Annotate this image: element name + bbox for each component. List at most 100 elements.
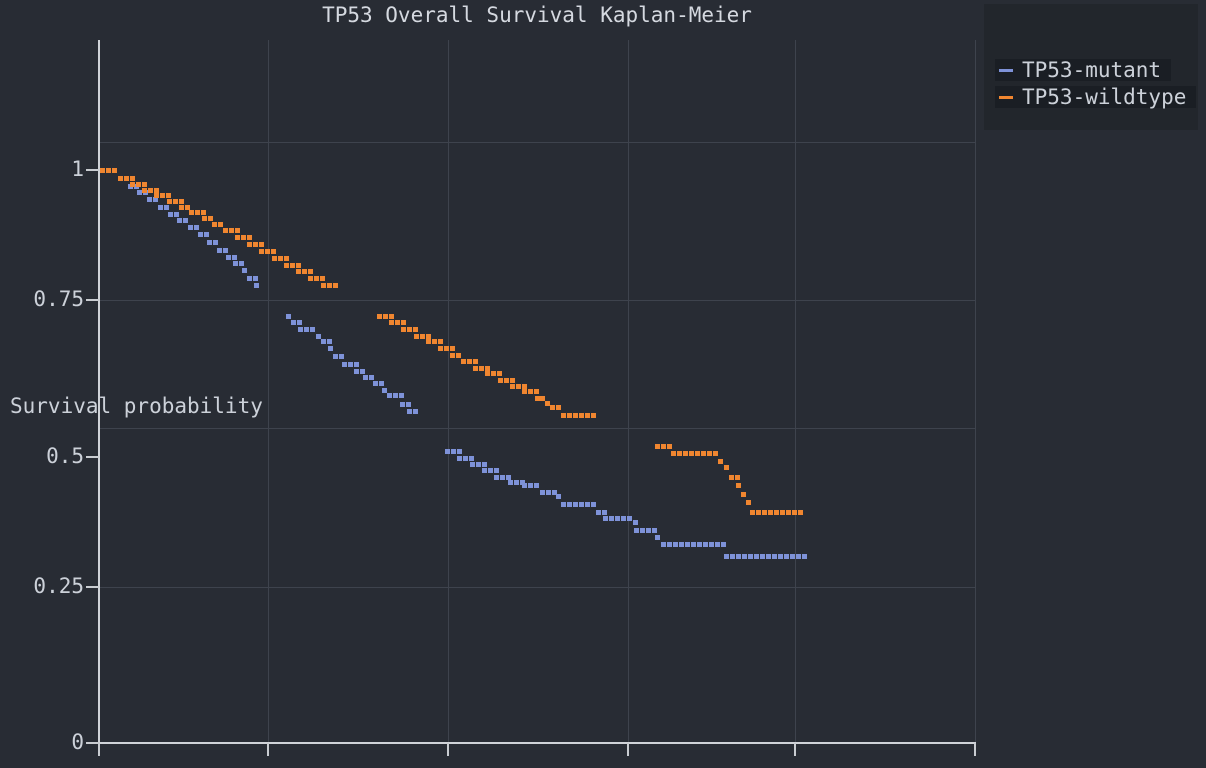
km-dot-tp53-wildtype bbox=[241, 235, 246, 240]
km-dot-tp53-wildtype bbox=[695, 451, 700, 456]
km-dot-tp53-mutant bbox=[470, 462, 475, 467]
km-dot-tp53-mutant bbox=[354, 369, 359, 374]
km-dot-tp53-mutant bbox=[736, 554, 741, 559]
km-dot-tp53-mutant bbox=[316, 334, 321, 339]
km-dot-tp53-mutant bbox=[796, 554, 801, 559]
km-dot-tp53-wildtype bbox=[377, 314, 382, 319]
km-dot-tp53-wildtype bbox=[426, 339, 431, 344]
km-dot-tp53-mutant bbox=[494, 475, 499, 480]
km-dot-tp53-wildtype bbox=[729, 475, 734, 480]
km-dot-tp53-wildtype bbox=[407, 327, 412, 332]
km-dot-tp53-mutant bbox=[546, 490, 551, 495]
km-dot-tp53-mutant bbox=[457, 449, 462, 454]
km-dot-tp53-wildtype bbox=[130, 182, 135, 187]
km-dot-tp53-mutant bbox=[500, 475, 505, 480]
km-dot-tp53-mutant bbox=[360, 369, 365, 374]
km-dot-tp53-mutant bbox=[760, 554, 765, 559]
km-dot-tp53-wildtype bbox=[432, 339, 437, 344]
km-dot-tp53-wildtype bbox=[401, 327, 406, 332]
km-dot-tp53-wildtype bbox=[136, 182, 141, 187]
km-dot-tp53-mutant bbox=[552, 490, 557, 495]
km-dot-tp53-mutant bbox=[183, 218, 188, 223]
km-dot-tp53-wildtype bbox=[401, 320, 406, 325]
km-dot-tp53-mutant bbox=[333, 354, 338, 359]
km-dot-tp53-wildtype bbox=[671, 451, 676, 456]
legend-entry-tp53-mutant[interactable]: TP53-mutant bbox=[995, 59, 1172, 81]
km-dot-tp53-mutant bbox=[591, 502, 596, 507]
legend-panel: TP53-mutant TP53-wildtype bbox=[984, 4, 1198, 130]
km-dot-tp53-mutant bbox=[667, 542, 672, 547]
km-dot-tp53-mutant bbox=[204, 232, 209, 237]
km-dot-tp53-wildtype bbox=[780, 510, 785, 515]
km-dot-tp53-mutant bbox=[382, 388, 387, 393]
km-dot-tp53-mutant bbox=[291, 320, 296, 325]
km-dot-tp53-wildtype bbox=[247, 235, 252, 240]
km-dot-tp53-mutant bbox=[646, 528, 651, 533]
km-dot-tp53-mutant bbox=[790, 554, 795, 559]
gridline-horizontal bbox=[99, 428, 975, 429]
km-dot-tp53-wildtype bbox=[202, 216, 207, 221]
km-dot-tp53-mutant bbox=[369, 375, 374, 380]
km-dot-tp53-wildtype bbox=[567, 413, 572, 418]
legend-label-tp53-wildtype: TP53-wildtype bbox=[1022, 85, 1187, 109]
km-dot-tp53-mutant bbox=[137, 190, 142, 195]
km-dot-tp53-mutant bbox=[298, 327, 303, 332]
km-dot-tp53-wildtype bbox=[118, 176, 123, 181]
km-dot-tp53-wildtype bbox=[473, 366, 478, 371]
km-dot-tp53-wildtype bbox=[479, 366, 484, 371]
km-dot-tp53-mutant bbox=[724, 554, 729, 559]
km-dot-tp53-mutant bbox=[697, 542, 702, 547]
km-dot-tp53-mutant bbox=[573, 502, 578, 507]
km-dot-tp53-wildtype bbox=[510, 378, 515, 383]
km-dot-tp53-mutant bbox=[147, 197, 152, 202]
x-axis-line bbox=[99, 742, 976, 744]
km-dot-tp53-wildtype bbox=[195, 210, 200, 215]
km-dot-tp53-mutant bbox=[177, 218, 182, 223]
km-dot-tp53-mutant bbox=[233, 261, 238, 266]
km-dot-tp53-mutant bbox=[363, 375, 368, 380]
km-dot-tp53-wildtype bbox=[383, 314, 388, 319]
km-dot-tp53-mutant bbox=[778, 554, 783, 559]
km-dot-tp53-wildtype bbox=[284, 256, 289, 261]
km-dot-tp53-mutant bbox=[223, 248, 228, 253]
km-dot-tp53-mutant bbox=[661, 542, 666, 547]
km-dot-tp53-mutant bbox=[640, 528, 645, 533]
km-dot-tp53-mutant bbox=[164, 205, 169, 210]
gridline-vertical bbox=[628, 40, 629, 743]
km-dot-tp53-mutant bbox=[310, 327, 315, 332]
y-axis-line bbox=[98, 40, 100, 743]
km-dot-tp53-wildtype bbox=[296, 263, 301, 268]
km-dot-tp53-mutant bbox=[603, 516, 608, 521]
km-dot-tp53-wildtype bbox=[746, 500, 751, 505]
km-dot-tp53-mutant bbox=[476, 462, 481, 467]
km-dot-tp53-mutant bbox=[158, 205, 163, 210]
km-dot-tp53-wildtype bbox=[456, 353, 461, 358]
km-dot-tp53-mutant bbox=[469, 456, 474, 461]
km-dot-tp53-wildtype bbox=[278, 256, 283, 261]
km-dot-tp53-wildtype bbox=[160, 193, 165, 198]
km-dot-tp53-mutant bbox=[339, 354, 344, 359]
km-dot-tp53-mutant bbox=[494, 468, 499, 473]
km-dot-tp53-wildtype bbox=[308, 269, 313, 274]
km-dot-tp53-wildtype bbox=[661, 444, 666, 449]
x-tick-mark bbox=[974, 743, 976, 756]
km-dot-tp53-wildtype bbox=[284, 263, 289, 268]
km-dot-tp53-wildtype bbox=[786, 510, 791, 515]
km-dot-tp53-mutant bbox=[567, 502, 572, 507]
km-dot-tp53-mutant bbox=[522, 483, 527, 488]
km-dot-tp53-mutant bbox=[609, 516, 614, 521]
x-tick-mark bbox=[447, 743, 449, 756]
gridline-vertical bbox=[975, 40, 976, 743]
gridline-vertical bbox=[795, 40, 796, 743]
km-dot-tp53-mutant bbox=[393, 393, 398, 398]
km-dot-tp53-wildtype bbox=[426, 334, 431, 339]
y-tick-label: 0.75 bbox=[33, 287, 84, 311]
km-dot-tp53-mutant bbox=[556, 494, 561, 499]
km-dot-tp53-mutant bbox=[748, 554, 753, 559]
legend-entry-tp53-wildtype[interactable]: TP53-wildtype bbox=[995, 85, 1197, 109]
km-dot-tp53-wildtype bbox=[756, 510, 761, 515]
tp53-mutant-line-swatch bbox=[999, 68, 1013, 72]
km-dot-tp53-mutant bbox=[754, 554, 759, 559]
km-dot-tp53-wildtype bbox=[701, 451, 706, 456]
